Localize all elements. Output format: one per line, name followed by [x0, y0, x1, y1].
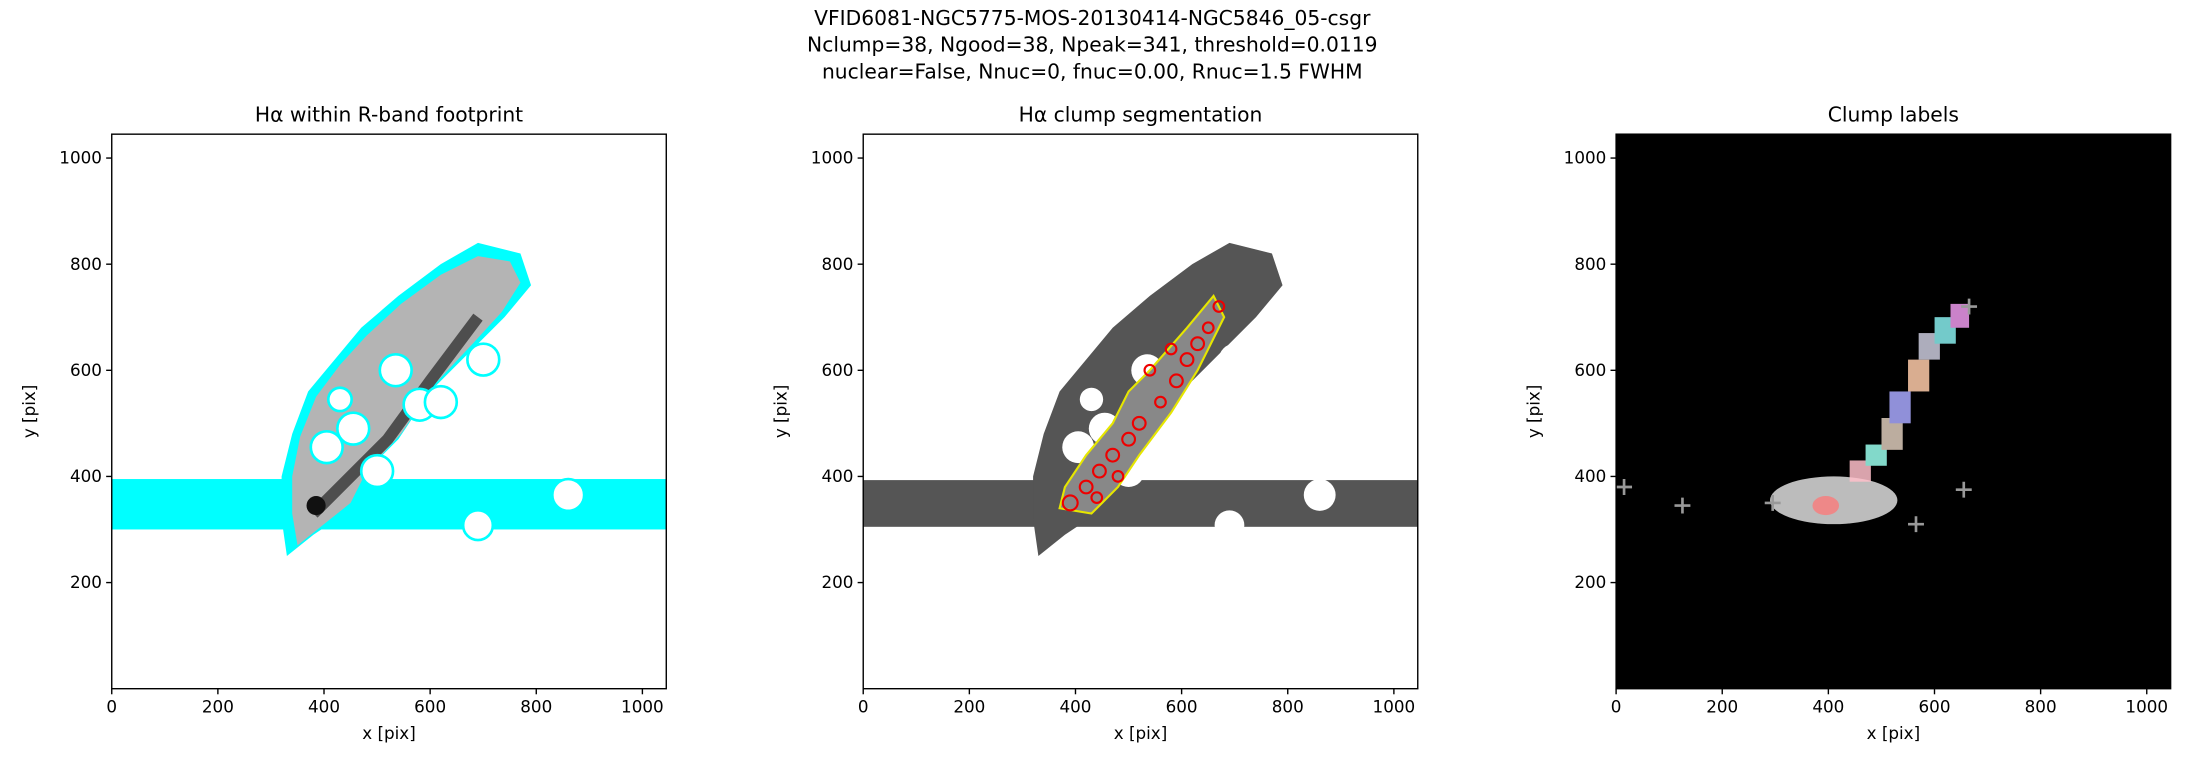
y-axis-label: y [pix]: [1523, 385, 1543, 439]
x-tick-label: 800: [520, 696, 552, 716]
axes-title: Hα within R-band footprint: [255, 103, 523, 127]
x-tick-label: 800: [1272, 696, 1304, 716]
x-tick-label: 600: [1919, 696, 1951, 716]
y-tick-label: 400: [1574, 466, 1606, 486]
axes-frame: [862, 133, 1419, 690]
y-tick-label: 800: [821, 254, 853, 274]
y-tick-label: 1000: [59, 148, 102, 168]
x-tick-label: 200: [202, 696, 234, 716]
y-tick-label: 200: [821, 572, 853, 592]
y-tick-label: 400: [821, 466, 853, 486]
x-tick-label: 400: [308, 696, 340, 716]
image-panel-2: [863, 134, 1418, 689]
x-axis-label: x [pix]: [1867, 723, 1921, 743]
x-axis-label: x [pix]: [362, 723, 416, 743]
x-tick-label: 1000: [2125, 696, 2168, 716]
x-tick-label: 800: [2025, 696, 2057, 716]
y-tick-label: 400: [70, 466, 102, 486]
x-tick-label: 600: [1166, 696, 1198, 716]
y-tick-label: 600: [821, 360, 853, 380]
y-tick-label: 800: [70, 254, 102, 274]
image-panel-1: [111, 134, 667, 689]
x-tick-label: 200: [1706, 696, 1738, 716]
axes-title: Hα clump segmentation: [1019, 103, 1263, 127]
x-tick-label: 1000: [1373, 696, 1416, 716]
axes-frame: [1615, 133, 2172, 690]
figure-title: Nclump=38, Ngood=38, Npeak=341, threshol…: [807, 33, 1377, 57]
y-tick-label: 600: [70, 360, 102, 380]
y-axis-label: y [pix]: [19, 385, 39, 439]
x-tick-label: 400: [1059, 696, 1091, 716]
y-tick-label: 1000: [1564, 148, 1607, 168]
y-tick-label: 200: [1574, 572, 1606, 592]
x-tick-label: 200: [953, 696, 985, 716]
x-tick-label: 0: [106, 696, 117, 716]
y-axis-label: y [pix]: [770, 385, 790, 439]
x-tick-label: 0: [858, 696, 869, 716]
y-tick-label: 800: [1574, 254, 1606, 274]
y-tick-label: 1000: [811, 148, 854, 168]
x-tick-label: 600: [414, 696, 446, 716]
axes-frame: [111, 133, 667, 690]
y-tick-label: 600: [1574, 360, 1606, 380]
x-tick-label: 0: [1611, 696, 1622, 716]
x-tick-label: 400: [1812, 696, 1844, 716]
image-panel-3: [1616, 134, 2171, 689]
y-tick-label: 200: [70, 572, 102, 592]
axes-title: Clump labels: [1828, 103, 1959, 127]
figure-title: VFID6081-NGC5775-MOS-20130414-NGC5846_05…: [814, 6, 1371, 30]
x-tick-label: 1000: [621, 696, 664, 716]
x-axis-label: x [pix]: [1114, 723, 1168, 743]
figure-title: nuclear=False, Nnuc=0, fnuc=0.00, Rnuc=1…: [822, 59, 1363, 83]
